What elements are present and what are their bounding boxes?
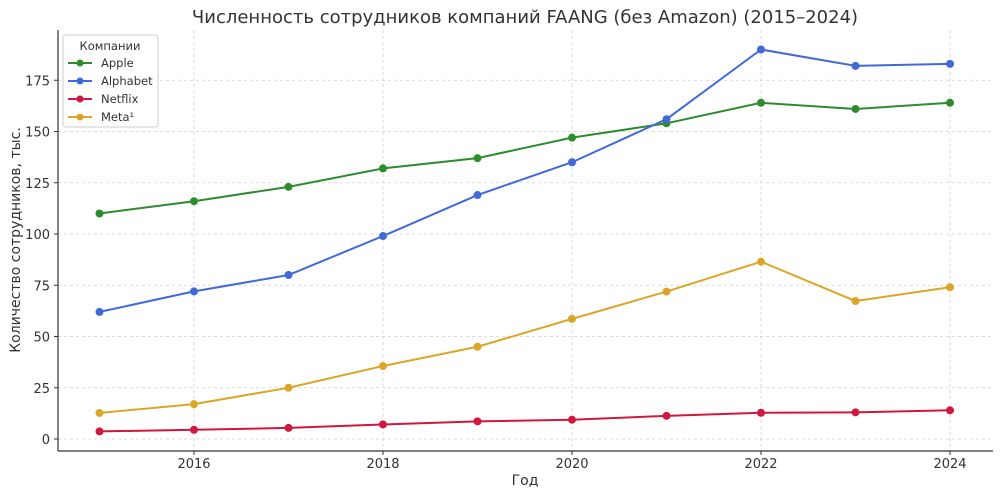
data-point: [473, 342, 482, 351]
data-point: [95, 209, 104, 218]
data-point: [95, 408, 104, 417]
data-point: [379, 164, 387, 173]
data-point: [757, 257, 765, 266]
series-apple: [95, 98, 954, 218]
data-point: [284, 383, 293, 392]
data-point: [473, 154, 482, 163]
x-tick-label: 2022: [744, 457, 777, 472]
data-point: [851, 297, 860, 306]
data-point: [662, 287, 671, 296]
data-point: [851, 104, 860, 113]
y-tick-label: 25: [33, 382, 50, 397]
series-netflix: [95, 406, 954, 436]
data-point: [851, 61, 860, 70]
series-meta: [95, 257, 954, 417]
data-point: [379, 420, 387, 429]
y-tick-label: 100: [25, 228, 50, 243]
data-point: [473, 417, 482, 426]
data-point: [284, 182, 293, 191]
data-point: [946, 283, 954, 292]
data-point: [190, 287, 198, 296]
y-tick-label: 50: [33, 331, 50, 346]
data-point: [946, 98, 954, 107]
data-point: [190, 400, 198, 409]
axes: [57, 30, 993, 452]
data-point: [284, 271, 293, 279]
y-tick-label: 150: [25, 126, 50, 141]
data-point: [284, 423, 293, 432]
data-point: [95, 427, 104, 436]
legend-label: Netflix: [101, 92, 139, 106]
y-axis-ticks: 0 25 50 75 100 125 150 175: [25, 74, 58, 448]
data-point: [568, 314, 576, 323]
chart-title: Численность сотрудников компаний FAANG (…: [192, 7, 858, 28]
data-point: [379, 362, 387, 371]
data-point: [851, 408, 860, 417]
data-point: [946, 59, 954, 68]
legend-title: Компании: [80, 39, 141, 53]
data-point: [568, 133, 576, 142]
legend-label: Apple: [101, 56, 134, 70]
data-point: [757, 45, 765, 54]
y-tick-label: 75: [33, 279, 50, 294]
legend-label: Meta¹: [101, 110, 134, 124]
grid-lines: [58, 30, 993, 451]
legend-label: Alphabet: [101, 74, 153, 88]
data-point: [946, 406, 954, 415]
y-tick-label: 125: [25, 177, 50, 192]
series-alphabet: [95, 45, 954, 316]
data-point: [568, 158, 576, 167]
legend-item: Alphabet: [68, 74, 153, 88]
data-point: [95, 307, 104, 316]
y-tick-label: 0: [42, 433, 50, 448]
data-point: [662, 411, 671, 420]
x-tick-label: 2018: [366, 457, 399, 472]
legend-item: Netflix: [68, 92, 139, 106]
data-point: [757, 408, 765, 417]
y-axis-label: Количество сотрудников, тыс.: [8, 127, 24, 353]
data-point: [190, 197, 198, 206]
data-point: [568, 415, 576, 424]
data-point: [190, 425, 198, 434]
data-point: [379, 232, 387, 241]
data-point: [757, 98, 765, 107]
legend-item: Meta¹: [68, 110, 134, 124]
data-point: [662, 115, 671, 124]
x-axis-ticks: 2016 2018 2020 2022 2024: [177, 451, 967, 472]
x-tick-label: 2020: [555, 457, 588, 472]
legend-item: Apple: [68, 56, 134, 70]
y-tick-label: 175: [25, 74, 50, 89]
x-axis-label: Год: [512, 473, 539, 489]
x-tick-label: 2024: [933, 457, 966, 472]
series-lines: [95, 45, 954, 436]
data-point: [473, 191, 482, 200]
x-tick-label: 2016: [177, 457, 210, 472]
legend: Компании Apple Alphabet Netflix Meta¹: [62, 34, 159, 128]
